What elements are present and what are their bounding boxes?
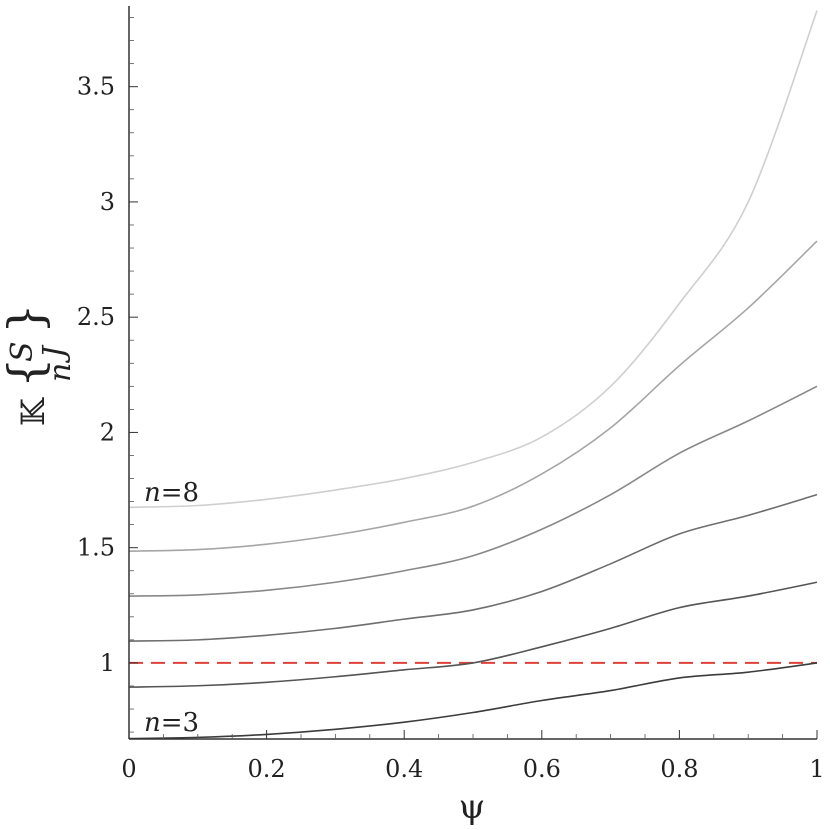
x-tick-label: 0.6 [523,755,561,783]
axes [128,6,817,740]
x-tick-label: 0.4 [385,755,423,783]
y-axis-title-S: S [5,341,40,362]
x-tick-label: 0 [121,755,136,783]
series-layer [128,10,818,740]
series-line-3 [128,493,818,642]
y-tick-label: 1 [100,649,115,677]
x-tick-label: 0.8 [660,755,698,783]
y-axis-title-n: n [43,363,78,382]
annotation-n3-value: =3 [161,708,199,738]
x-tick-label: 0.2 [248,755,286,783]
annotation-n8-value: =8 [161,478,199,508]
annotation-n3: n=3 [144,708,199,738]
series-line-1 [128,662,818,740]
y-tick-label: 2.5 [77,303,115,331]
y-axis-title-brace-right: } [0,303,54,334]
tick-labels: 0 0.2 0.4 0.6 0.8 1 1 1.5 2 2.5 3 3.5 [77,73,825,783]
y-tick-label: 1.5 [77,534,115,562]
series-line-5 [128,240,818,552]
annotation-n8: n=8 [144,478,199,508]
x-tick-label: 1 [809,755,824,783]
y-axis-title-k: 𝕂 [14,397,52,426]
y-axis-title-brace-left: { [0,357,54,388]
series-line-4 [128,385,818,597]
series-line-2 [128,581,818,688]
x-axis-title: ψ [459,787,486,827]
series-line-6 [128,10,818,509]
y-tick-label: 2 [100,418,115,446]
y-tick-label: 3.5 [77,73,115,101]
annotation-n3-var: n [144,708,161,738]
annotation-n8-var: n [144,478,161,508]
y-tick-label: 3 [100,188,115,216]
y-axis-title: 𝕂 { S J } n [0,303,78,426]
tick-marks [128,17,818,739]
